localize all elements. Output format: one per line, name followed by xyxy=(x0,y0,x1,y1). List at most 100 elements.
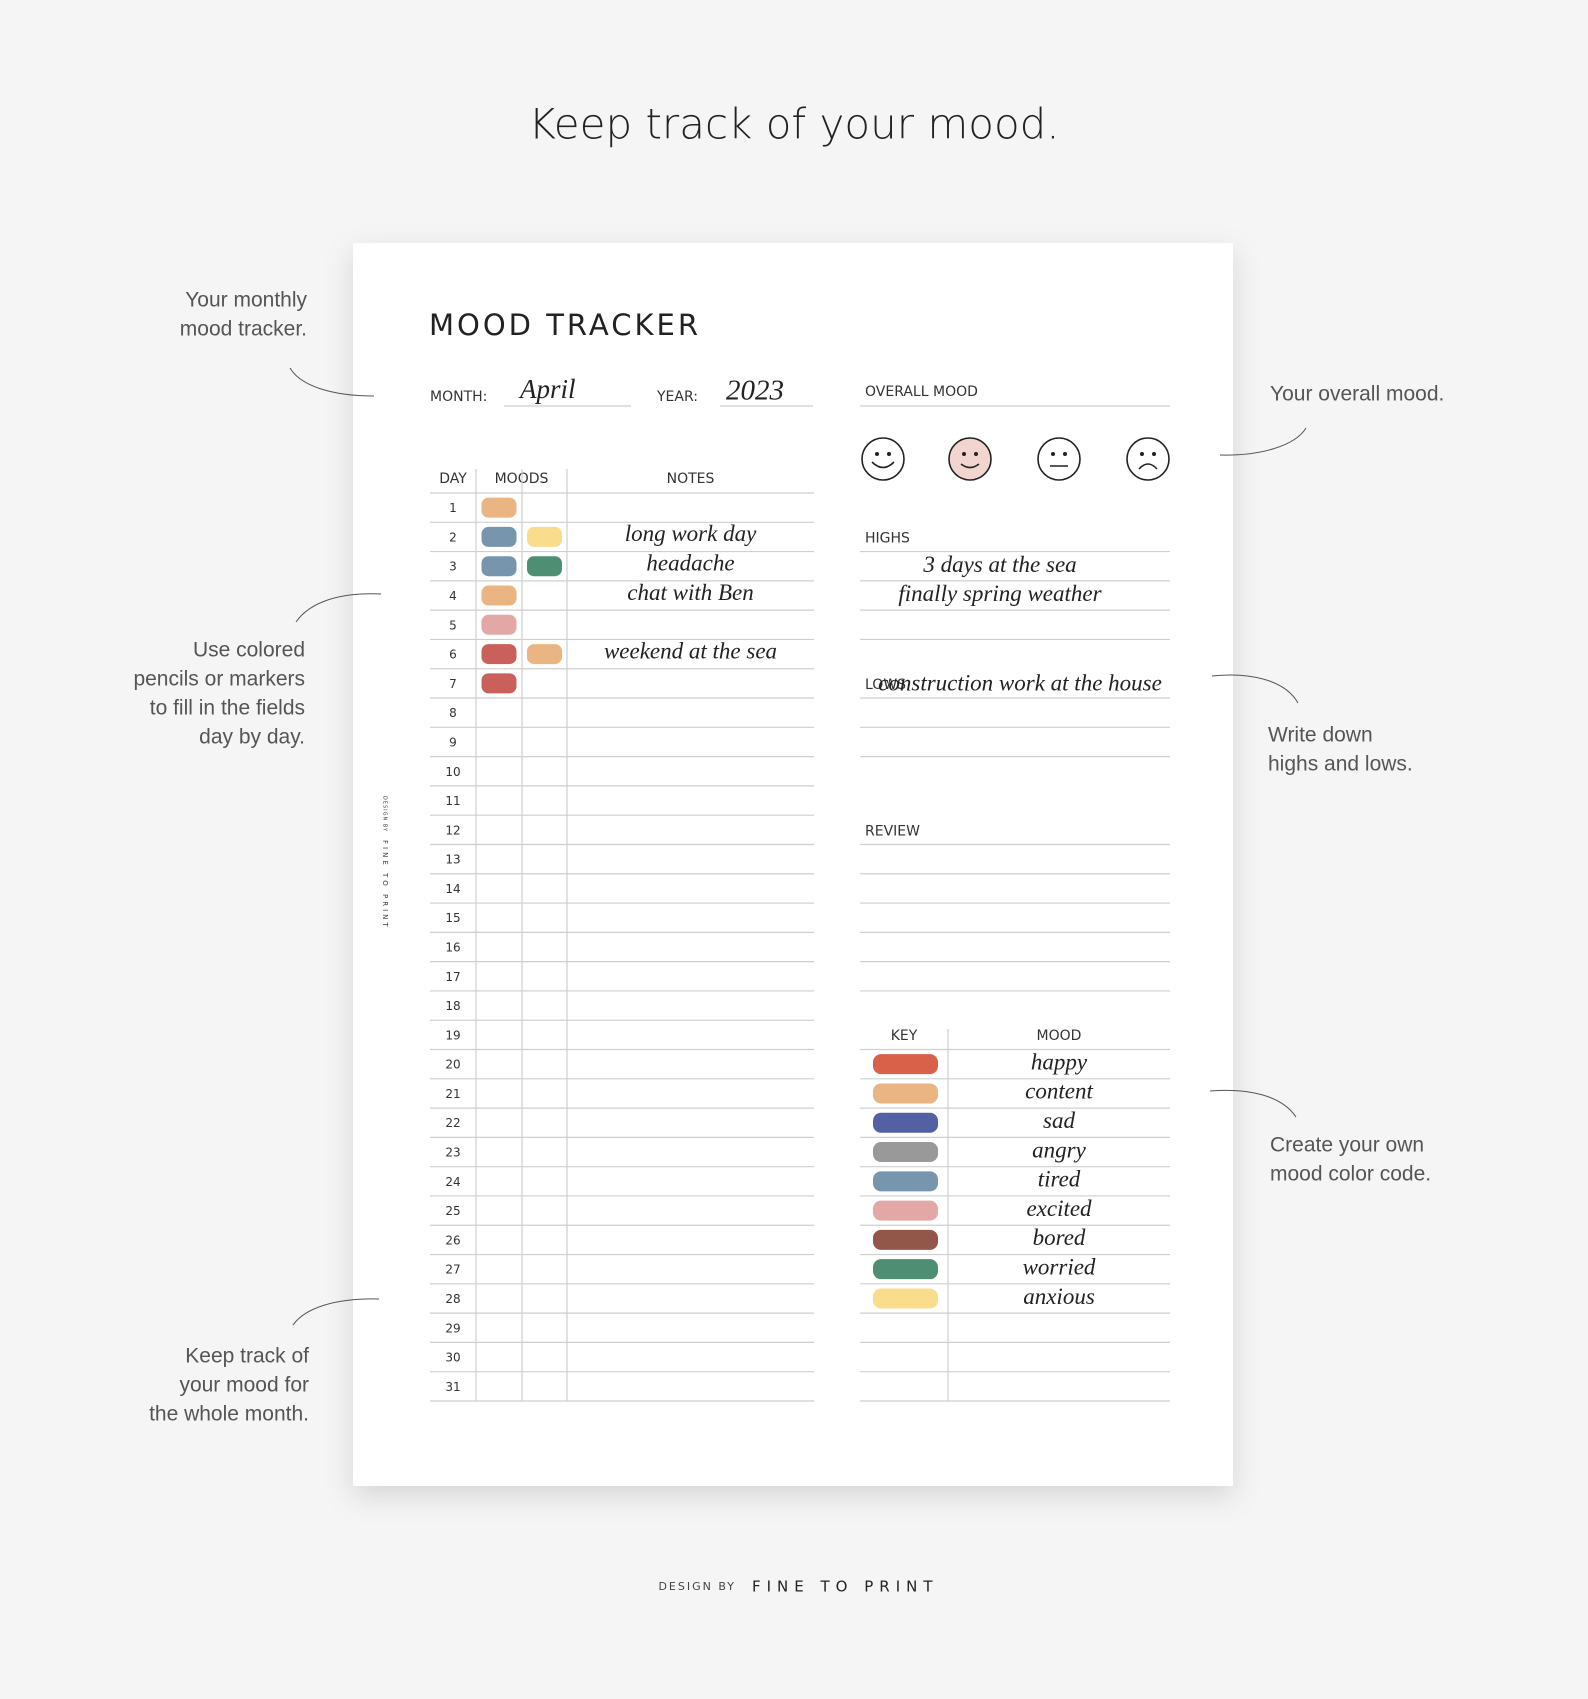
footer-name: FINE TO PRINT xyxy=(752,1578,939,1596)
mood-swatch xyxy=(527,526,562,547)
month-label: MONTH: xyxy=(430,389,487,405)
annotation-line: pencils or markers xyxy=(133,668,305,691)
day-number: 31 xyxy=(445,1380,460,1394)
footer-prefix: DESIGN BY xyxy=(658,1580,736,1593)
key-header: MOOD xyxy=(1037,1028,1082,1044)
side-credit-name: FINE TO PRINT xyxy=(381,840,389,930)
face-mouth xyxy=(1138,463,1158,470)
sheet-title: MOOD TRACKER xyxy=(429,308,701,342)
annotation-line: Use colored xyxy=(193,639,305,662)
mood-swatch xyxy=(481,614,517,635)
key-swatch xyxy=(873,1200,938,1221)
face-outline xyxy=(948,437,992,481)
note: chat with Ben xyxy=(627,580,753,605)
key-swatch xyxy=(873,1229,938,1250)
key-swatch xyxy=(873,1142,938,1163)
mood-swatch xyxy=(481,526,517,547)
arrow xyxy=(289,367,375,397)
mood-face xyxy=(1037,437,1081,481)
sheet xyxy=(353,243,1233,1486)
day-number: 23 xyxy=(445,1146,460,1160)
annotation-line: Your monthly xyxy=(185,289,307,312)
annotation-line: mood tracker. xyxy=(180,318,307,341)
month-value: April xyxy=(518,374,576,404)
face-outline xyxy=(1126,437,1170,481)
day-number: 18 xyxy=(445,999,460,1013)
arrow xyxy=(1211,674,1299,704)
face-eye xyxy=(887,452,891,456)
annotation-line: your mood for xyxy=(179,1374,309,1397)
key-swatch xyxy=(873,1112,938,1133)
low-entry: construction work at the house xyxy=(878,670,1162,695)
year-value: 2023 xyxy=(726,375,784,407)
day-number: 5 xyxy=(449,618,457,632)
key-swatch xyxy=(873,1083,938,1104)
annotation-line: mood color code. xyxy=(1270,1163,1431,1186)
arrow xyxy=(1209,1089,1297,1118)
mood-swatch xyxy=(481,556,517,577)
day-number: 9 xyxy=(449,735,457,749)
annotation-line: day by day. xyxy=(199,726,305,749)
face-mouth xyxy=(871,461,895,469)
side-credit-prefix: DESIGN BY xyxy=(382,796,388,832)
note: long work day xyxy=(625,521,757,546)
day-number: 11 xyxy=(445,794,460,808)
mood-face xyxy=(948,437,992,481)
arrow xyxy=(292,1298,380,1326)
day-number: 7 xyxy=(449,677,457,691)
day-number: 24 xyxy=(445,1175,460,1189)
section-label: REVIEW xyxy=(865,823,920,839)
mood-swatch xyxy=(527,556,562,577)
face-outline xyxy=(1037,437,1081,481)
key-mood: angry xyxy=(1032,1137,1086,1162)
year-label: YEAR: xyxy=(656,389,698,405)
day-number: 3 xyxy=(449,560,457,574)
mood-swatch xyxy=(481,585,517,606)
high-entry: finally spring weather xyxy=(898,581,1102,606)
annotation-line: Keep track of xyxy=(185,1345,309,1368)
day-number: 6 xyxy=(449,648,457,662)
face-eye xyxy=(1063,452,1067,456)
day-number: 21 xyxy=(445,1087,460,1101)
day-number: 25 xyxy=(445,1204,460,1218)
section-label: LOWS xyxy=(865,677,906,693)
face-outline xyxy=(861,437,905,481)
page-title: Keep track of your mood. xyxy=(528,100,1059,149)
table-header: NOTES xyxy=(667,471,715,487)
day-number: 8 xyxy=(449,706,457,720)
key-mood: bored xyxy=(1033,1225,1086,1250)
face-eye xyxy=(1152,452,1156,456)
day-number: 17 xyxy=(445,970,460,984)
key-mood: excited xyxy=(1026,1196,1092,1221)
table-header: DAY xyxy=(439,471,467,487)
high-entry: 3 days at the sea xyxy=(922,552,1076,577)
day-number: 29 xyxy=(445,1321,460,1335)
day-number: 12 xyxy=(445,823,460,837)
arrow xyxy=(295,593,382,623)
day-number: 14 xyxy=(445,882,460,896)
annotation-line: Write down xyxy=(1268,724,1373,747)
side-credit: DESIGN BY FINE TO PRINT xyxy=(381,796,389,930)
day-number: 20 xyxy=(445,1058,460,1072)
key-swatch xyxy=(873,1054,938,1075)
key-mood: tired xyxy=(1038,1167,1081,1192)
day-number: 27 xyxy=(445,1263,460,1277)
arrow xyxy=(1219,427,1307,456)
day-number: 28 xyxy=(445,1292,460,1306)
note: headache xyxy=(646,551,734,576)
section-label: HIGHS xyxy=(865,531,910,547)
annotation-line: highs and lows. xyxy=(1268,753,1413,776)
mood-face xyxy=(861,437,905,481)
mood-swatch xyxy=(481,497,517,518)
mood-swatch xyxy=(481,644,517,665)
face-eye xyxy=(974,452,978,456)
key-header: KEY xyxy=(891,1028,918,1044)
face-eye xyxy=(962,452,966,456)
day-number: 16 xyxy=(445,940,460,954)
annotation-line: Create your own xyxy=(1270,1134,1424,1157)
overall-mood-label: OVERALL MOOD xyxy=(865,384,978,400)
key-mood: happy xyxy=(1031,1049,1088,1074)
face-eye xyxy=(1140,452,1144,456)
day-number: 10 xyxy=(445,765,460,779)
